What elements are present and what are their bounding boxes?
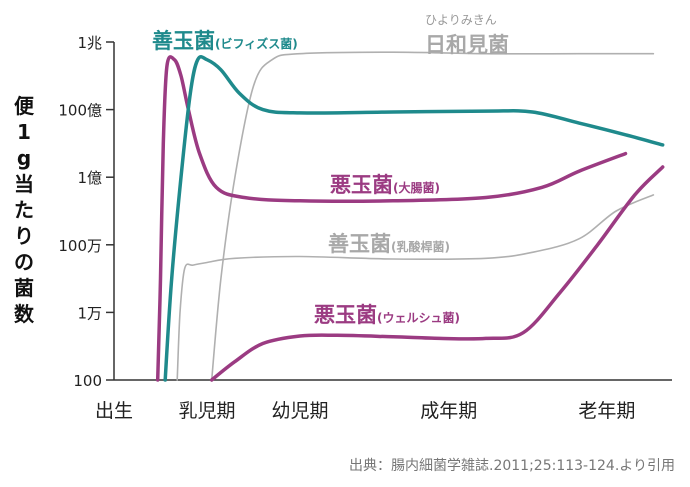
y-axis-label-char: 菌 [14, 276, 34, 300]
series-line-bad_welch [209, 165, 665, 382]
y-tick-label: 1億 [77, 169, 102, 187]
y-axis-label-char: 数 [14, 302, 35, 326]
y-axis-label-char: 便 [14, 94, 35, 118]
y-tick-label: 100万 [58, 237, 102, 255]
y-tick-label: 100 [73, 372, 102, 390]
y-axis-label-char: た [14, 198, 34, 222]
y-axis-label-char: の [14, 250, 34, 274]
x-tick-label: 乳児期 [178, 400, 235, 422]
label-hiyori-ruby: ひよりみきん [425, 13, 497, 27]
x-tick-label: 幼児期 [271, 400, 328, 422]
series-lines [155, 51, 665, 382]
series-line-lacto [176, 194, 655, 381]
y-axis-label-char: 1 [17, 120, 31, 144]
label-hiyori: 日和見菌 [425, 33, 509, 57]
y-axis-label-char: g [17, 146, 31, 170]
y-ticks: 1兆 100億 1億 100万 1万 100 [58, 34, 114, 390]
series-line-bad_large [155, 55, 628, 382]
x-tick-label: 成年期 [420, 400, 477, 422]
series-line-hiyori [210, 51, 655, 381]
source-note: 出典：腸内細菌学雑誌.2011;25:113-124.より引用 [349, 458, 675, 474]
x-ticks: 出生 乳児期 幼児期 成年期 老年期 [95, 400, 635, 422]
y-axis-label-char: り [14, 224, 34, 248]
label-bifido: 善玉菌(ビフィズス菌) [152, 29, 298, 53]
y-axis-label-char: 当 [14, 172, 34, 196]
y-tick-label: 100億 [58, 102, 102, 120]
label-bad-welch: 悪玉菌(ウェルシュ菌) [314, 303, 460, 327]
series-line-bifido [163, 55, 665, 382]
series-labels: 善玉菌(ビフィズス菌) ひよりみきん 日和見菌 悪玉菌(大腸菌) 善玉菌(乳酸桿… [152, 13, 509, 327]
x-tick-label: 老年期 [578, 400, 635, 422]
label-bad-large: 悪玉菌(大腸菌) [330, 173, 440, 197]
y-tick-label: 1万 [77, 304, 102, 322]
label-lacto: 善玉菌(乳酸桿菌) [328, 232, 450, 256]
y-tick-label: 1兆 [77, 34, 102, 52]
x-tick-label: 出生 [95, 400, 133, 422]
